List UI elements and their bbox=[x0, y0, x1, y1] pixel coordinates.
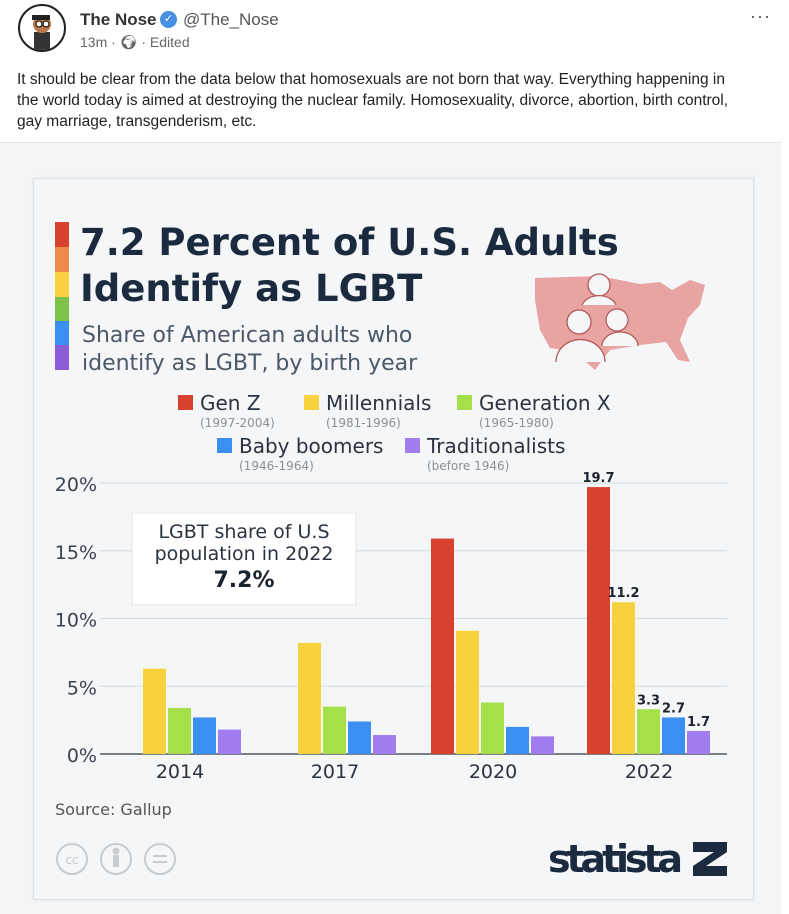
bar-millennials-2022 bbox=[612, 602, 635, 754]
bar-baby-boomers-2022 bbox=[662, 717, 685, 754]
legend-range: (1981-1996) bbox=[326, 416, 401, 430]
annotation-line1: LGBT share of U.S bbox=[158, 521, 329, 543]
data-label: 11.2 bbox=[607, 586, 639, 601]
bar-gen-z-2022 bbox=[587, 487, 610, 754]
svg-text:cc: cc bbox=[65, 853, 78, 867]
avatar-cartoon-icon bbox=[32, 15, 51, 50]
legend-label: Traditionalists bbox=[426, 434, 565, 458]
legend-range: (1997-2004) bbox=[200, 416, 275, 430]
data-label: 19.7 bbox=[582, 471, 614, 486]
x-tick-label: 2022 bbox=[625, 761, 673, 783]
separator: · bbox=[111, 34, 116, 50]
y-tick-label: 10% bbox=[55, 610, 97, 632]
post-time[interactable]: 13m bbox=[80, 34, 108, 50]
bar-generation-x-2017 bbox=[323, 706, 346, 754]
chart-subtitle-line1: Share of American adults who bbox=[82, 323, 412, 348]
x-tick-label: 2017 bbox=[311, 761, 359, 783]
bar-traditionalists-2022 bbox=[687, 730, 710, 754]
more-options-icon[interactable]: ··· bbox=[750, 6, 771, 26]
bar-baby-boomers-2014 bbox=[193, 717, 216, 754]
bar-generation-x-2022 bbox=[637, 709, 660, 754]
separator: · bbox=[141, 34, 147, 50]
x-tick-label: 2020 bbox=[469, 761, 517, 783]
bar-baby-boomers-2017 bbox=[348, 721, 371, 754]
chart-subtitle-line2: identify as LGBT, by birth year bbox=[82, 351, 418, 376]
author-handle[interactable]: @The_Nose bbox=[183, 10, 279, 29]
data-label: 1.7 bbox=[687, 715, 710, 730]
legend-swatch bbox=[405, 438, 420, 453]
globe-icon: 🌍︎ bbox=[119, 34, 138, 50]
annotation-line2: population in 2022 bbox=[155, 543, 334, 565]
legend-range: (1946-1964) bbox=[239, 459, 314, 473]
license-icons: cc bbox=[56, 843, 176, 875]
source-label: Source: Gallup bbox=[55, 800, 172, 819]
bar-millennials-2017 bbox=[298, 642, 321, 754]
author-name[interactable]: The Nose bbox=[80, 10, 157, 29]
legend-range: (before 1946) bbox=[427, 459, 509, 473]
legend-label: Millennials bbox=[326, 391, 431, 415]
bar-generation-x-2020 bbox=[481, 702, 504, 754]
legend-swatch bbox=[457, 395, 472, 410]
attribution-icon bbox=[100, 843, 132, 875]
rainbow-stripe bbox=[55, 222, 69, 370]
bar-generation-x-2014 bbox=[168, 707, 191, 754]
legend-label: Generation X bbox=[479, 391, 611, 415]
us-map-people-icon bbox=[535, 273, 705, 370]
no-derivatives-icon bbox=[144, 843, 176, 875]
chart-title-line1: 7.2 Percent of U.S. Adults bbox=[80, 221, 619, 264]
legend-swatch bbox=[217, 438, 232, 453]
chart-legend: Gen Z(1997-2004) Millennials(1981-1996) Ge… bbox=[178, 391, 611, 473]
y-tick-label: 5% bbox=[67, 677, 97, 699]
bar-millennials-2020 bbox=[456, 630, 479, 754]
data-label: 3.3 bbox=[637, 693, 660, 708]
legend-swatch bbox=[178, 395, 193, 410]
legend-label: Gen Z bbox=[200, 391, 261, 415]
post-text: It should be clear from the data below t… bbox=[17, 71, 729, 130]
bar-traditionalists-2014 bbox=[218, 729, 241, 754]
statista-logo-icon bbox=[693, 842, 727, 876]
bar-baby-boomers-2020 bbox=[506, 726, 529, 754]
x-tick-label: 2014 bbox=[156, 761, 204, 783]
chart-title-line2: Identify as LGBT bbox=[80, 267, 423, 310]
y-tick-label: 15% bbox=[55, 542, 97, 564]
legend-label: Baby boomers bbox=[239, 434, 383, 458]
annotation-box: LGBT share of U.S population in 2022 7.2… bbox=[131, 512, 357, 606]
edited-label[interactable]: Edited bbox=[149, 34, 190, 50]
bar-millennials-2014 bbox=[143, 668, 166, 754]
data-label: 2.7 bbox=[662, 701, 685, 716]
y-tick-label: 20% bbox=[55, 474, 97, 496]
bar-traditionalists-2017 bbox=[373, 735, 396, 754]
bar-traditionalists-2020 bbox=[531, 736, 554, 754]
y-tick-label: 0% bbox=[67, 745, 97, 767]
legend-swatch bbox=[304, 395, 319, 410]
cc-icon: cc bbox=[56, 843, 88, 875]
post-meta: 13m · 🌍︎ · Edited bbox=[80, 34, 190, 51]
verified-badge-icon: ✓ bbox=[160, 11, 177, 28]
annotation-value: 7.2% bbox=[213, 568, 274, 593]
bar-gen-z-2020 bbox=[431, 538, 454, 754]
statista-logo: statista bbox=[548, 837, 683, 881]
avatar[interactable] bbox=[18, 4, 66, 52]
legend-range: (1965-1980) bbox=[479, 416, 554, 430]
